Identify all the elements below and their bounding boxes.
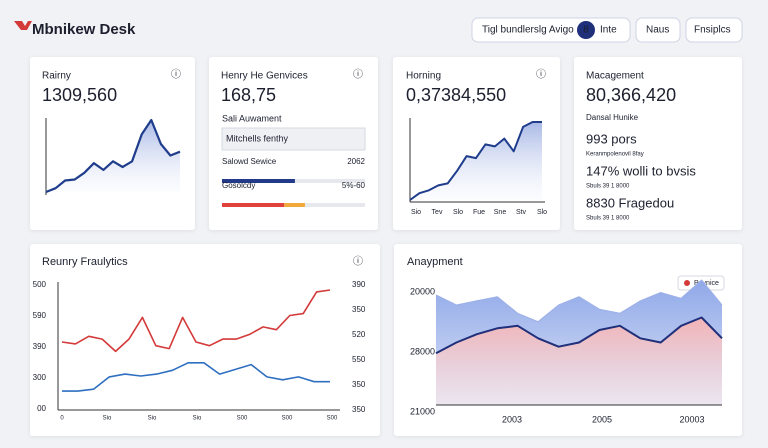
y-label: 500 (33, 280, 47, 289)
area (410, 122, 542, 200)
logo: Mbnikew Desk (32, 21, 136, 38)
nav-label: Inte (600, 25, 617, 36)
x-label: Slo (537, 209, 547, 216)
x-label: Sne (494, 209, 507, 216)
item-value: 147% wolli to bvsis (586, 163, 696, 178)
line (45, 118, 181, 194)
logo-icon (14, 21, 32, 30)
row-label: Gosolcdy (222, 181, 255, 190)
row-label: Salowd Sewice (222, 157, 277, 166)
header (14, 17, 743, 43)
x-label: Fue (473, 209, 485, 216)
panel (30, 244, 380, 436)
line (435, 316, 723, 355)
input[interactable] (221, 127, 366, 151)
badge (577, 21, 595, 39)
y-label: 28000 (410, 346, 435, 356)
y-label: 300 (33, 373, 47, 382)
item-value: 8830 Fragedou (586, 195, 674, 210)
row-value: 5%-60 (342, 181, 366, 190)
item-caption: Sbuls 39 1 8000 (586, 216, 630, 222)
card (574, 57, 742, 230)
card-value: 168,75 (221, 85, 276, 105)
item-value: 993 pors (586, 131, 637, 146)
card-title: Horning (406, 71, 441, 82)
x-label: 2005 (592, 414, 612, 424)
item-caption: Sbuls 39 1 8000 (586, 184, 630, 190)
subtitle: Sali Auwament (222, 113, 282, 123)
x-label: S00 (282, 416, 293, 422)
card-value: 80,366,420 (586, 85, 676, 105)
y-label: 350 (352, 405, 366, 414)
y-label: 00 (37, 404, 46, 413)
x-label: Sio (148, 416, 157, 422)
card-value: 0,37384,550 (406, 85, 506, 105)
y-label: 390 (352, 280, 366, 289)
note: Dansal Hunike (586, 113, 639, 122)
progress-bar (222, 179, 295, 183)
line (435, 279, 723, 323)
x-label: S00 (237, 416, 248, 422)
legend-label: Povnice (694, 280, 719, 287)
info-icon: ⓘ (353, 256, 363, 268)
row-value: 2062 (347, 157, 365, 166)
info-icon: ⓘ (353, 69, 363, 81)
progress-part (222, 203, 285, 207)
card-title: Macagement (586, 71, 644, 82)
input-text: Mitchells fenthy (226, 133, 289, 143)
panel-title: Reunry Fraulytics (42, 256, 128, 268)
nav-label: Naus (646, 25, 669, 36)
line (62, 362, 330, 392)
y-label: 21000 (410, 406, 435, 416)
info-icon: ⓘ (171, 69, 181, 81)
info-icon: ⓘ (536, 69, 546, 81)
y-label: 390 (33, 342, 47, 351)
badge-label: 8 (583, 25, 589, 36)
area (46, 120, 180, 192)
x-label: 2003 (502, 414, 522, 424)
y-label: 350 (352, 305, 366, 314)
line (409, 121, 542, 201)
item-caption: Keranmpolenovil 8fay (586, 152, 644, 158)
x-label: 0 (60, 416, 64, 422)
x-label: Tev (432, 209, 443, 216)
card-title: Henry He Genvices (221, 71, 308, 82)
y-label: 550 (352, 355, 366, 364)
progress-bar (222, 203, 305, 207)
nav-label: Fnsiplcs (694, 25, 731, 36)
card-title: Rairny (42, 71, 71, 82)
x-label: Sio (411, 209, 421, 216)
y-label: 350 (352, 380, 366, 389)
x-label: Stv (516, 209, 527, 216)
card-value: 1309,560 (42, 85, 117, 105)
x-label: S00 (327, 416, 338, 422)
legend-dot (684, 280, 690, 286)
x-label: 20003 (679, 414, 704, 424)
nav-button[interactable] (635, 17, 681, 43)
area (436, 317, 722, 405)
panel-title: Anaypment (407, 256, 463, 268)
progress-part (284, 203, 305, 207)
y-label: 590 (33, 311, 47, 320)
nav-button[interactable] (685, 17, 743, 43)
y-label: 520 (352, 330, 366, 339)
card (30, 57, 195, 230)
x-label: Sio (193, 416, 202, 422)
x-label: Sio (103, 416, 112, 422)
y-label: 20000 (410, 286, 435, 296)
nav-label: Tigl bundlerslg Avigo (482, 25, 574, 36)
x-label: Slo (453, 209, 463, 216)
line (61, 289, 331, 353)
